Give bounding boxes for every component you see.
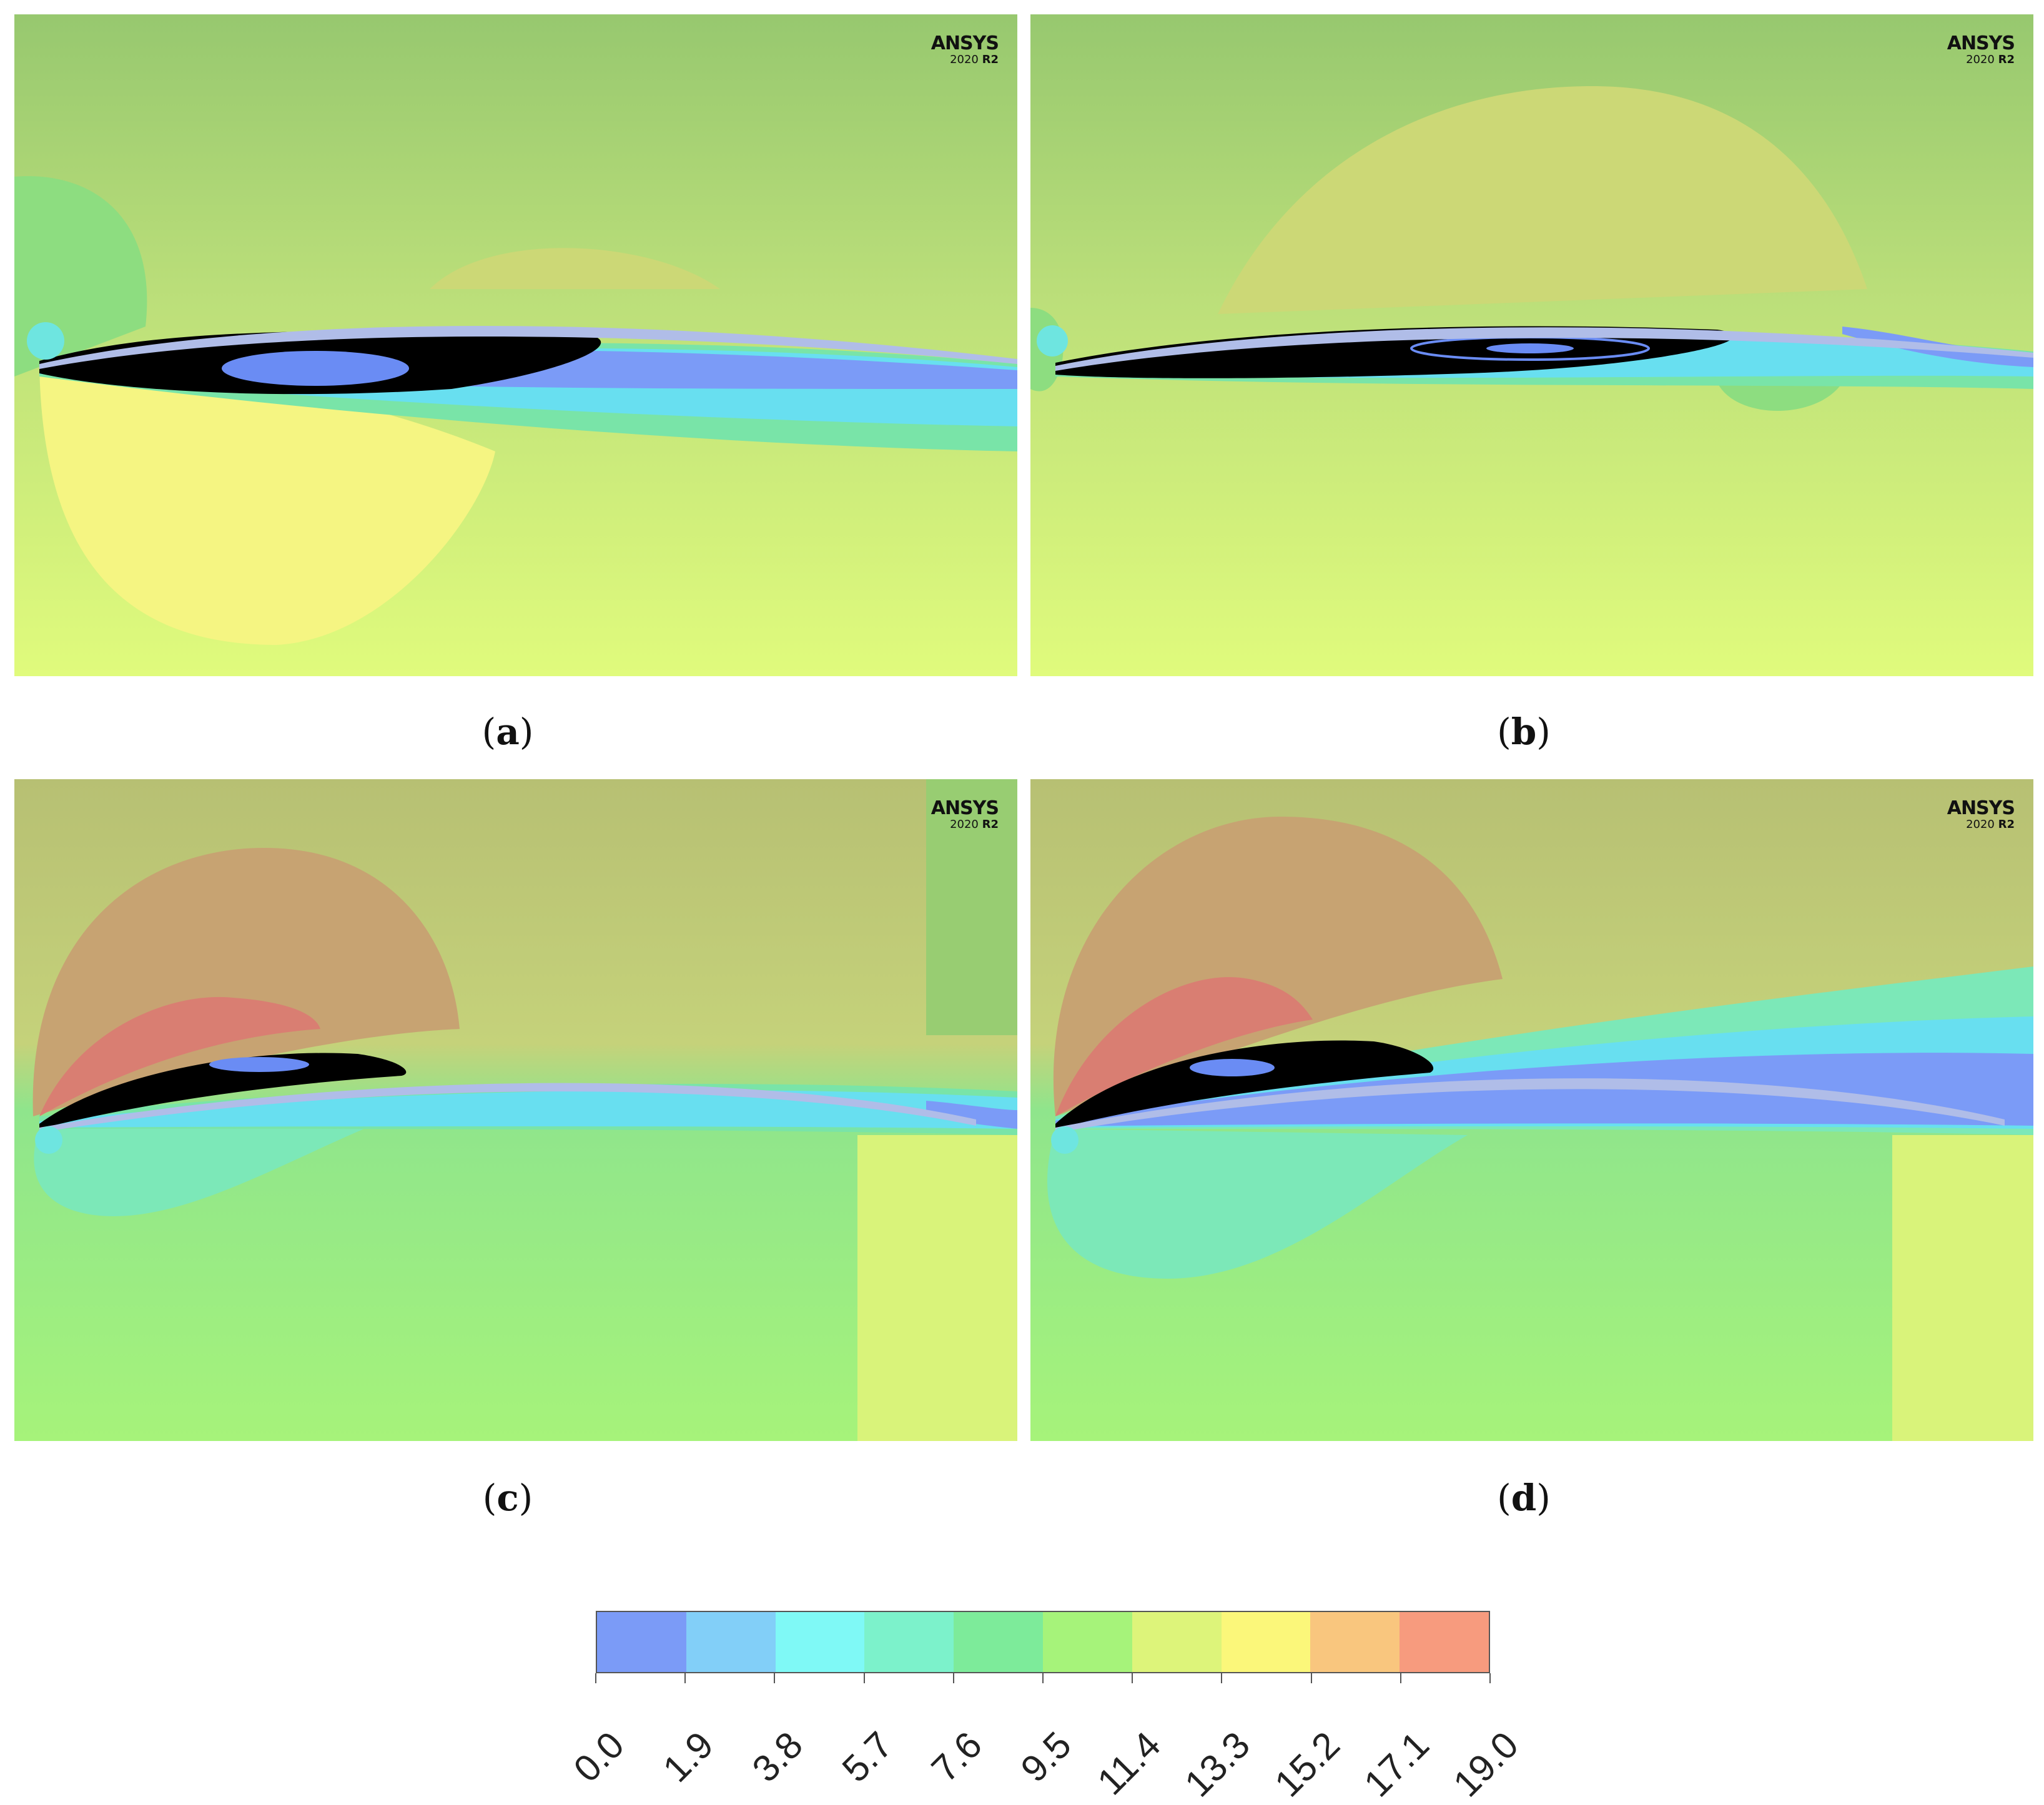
- watermark-version: 2020 R2: [1947, 54, 2015, 66]
- colorbar-tick-label: 19.0: [1445, 1723, 1527, 1805]
- colorbar-bin: [1042, 1612, 1132, 1672]
- watermark-version: 2020 R2: [931, 54, 999, 66]
- contour-panel-b: ANSYS 2020 R2: [1030, 14, 2033, 676]
- ansys-watermark: ANSYS 2020 R2: [931, 34, 999, 66]
- colorbar-bin: [864, 1612, 954, 1672]
- caption-b: (b): [1497, 711, 1551, 753]
- colorbar-tick-label: 13.3: [1177, 1723, 1258, 1805]
- watermark-release: R2: [982, 818, 999, 831]
- colorbar-bin: [775, 1612, 865, 1672]
- colorbar-bin: [954, 1612, 1043, 1672]
- watermark-version: 2020 R2: [931, 819, 999, 830]
- colorbar-tick-label: 1.9: [654, 1723, 722, 1791]
- colorbar-tick-label: 17.1: [1355, 1723, 1437, 1805]
- colorbar-tick-mark: [1132, 1673, 1133, 1683]
- caption-d: (d): [1497, 1477, 1551, 1519]
- colorbar-tick-mark: [595, 1673, 596, 1683]
- contour-plot-c: [14, 779, 1017, 1441]
- colorbar-bin: [686, 1612, 776, 1672]
- colorbar-tick-label: 11.4: [1089, 1723, 1169, 1803]
- ansys-watermark: ANSYS 2020 R2: [1947, 34, 2015, 66]
- watermark-year: 2020: [1966, 53, 1995, 66]
- colorbar-tick-label: 7.6: [923, 1723, 990, 1791]
- caption-letter: a: [496, 711, 520, 753]
- contour-plot-a: [14, 14, 1017, 676]
- contour-panel-a: ANSYS 2020 R2: [14, 14, 1017, 676]
- colorbar-tick-mark: [1310, 1673, 1312, 1683]
- watermark-release: R2: [982, 53, 999, 66]
- watermark-year: 2020: [950, 818, 979, 831]
- colorbar-tick-mark: [1221, 1673, 1223, 1683]
- colorbar-tick-mark: [684, 1673, 686, 1683]
- contour-plot-d: [1030, 779, 2033, 1441]
- ansys-watermark: ANSYS 2020 R2: [1947, 799, 2015, 830]
- watermark-release: R2: [1998, 818, 2015, 831]
- colorbar-bin: [1310, 1612, 1400, 1672]
- colorbar-tick-mark: [863, 1673, 865, 1683]
- colorbar-bin: [1400, 1612, 1489, 1672]
- colorbar-tick-mark: [1042, 1673, 1044, 1683]
- contour-panel-d: ANSYS 2020 R2: [1030, 779, 2033, 1441]
- watermark-version: 2020 R2: [1947, 819, 2015, 830]
- colorbar-tick-label: 15.2: [1266, 1723, 1348, 1805]
- colorbar-tick-label: 0.0: [565, 1723, 633, 1791]
- colorbar-bin: [597, 1612, 686, 1672]
- caption-letter: b: [1511, 711, 1537, 753]
- colorbar-bin: [1132, 1612, 1222, 1672]
- contour-panel-c: ANSYS 2020 R2: [14, 779, 1017, 1441]
- caption-a: (a): [481, 711, 534, 753]
- colorbar-tick-mark: [952, 1673, 954, 1683]
- watermark-release: R2: [1998, 53, 2015, 66]
- watermark-year: 2020: [950, 53, 979, 66]
- caption-letter: d: [1511, 1477, 1537, 1519]
- watermark-brand: ANSYS: [1947, 797, 2015, 819]
- colorbar-tick-mark: [1400, 1673, 1401, 1683]
- colorbar-bin: [1221, 1612, 1311, 1672]
- colorbar-tick-label: 3.8: [744, 1723, 811, 1791]
- caption-c: (c): [482, 1477, 533, 1519]
- colorbar-tick-mark: [1489, 1673, 1491, 1683]
- colorbar-tick-mark: [774, 1673, 776, 1683]
- colorbar-tick-label: 9.5: [1012, 1723, 1080, 1791]
- caption-letter: c: [496, 1477, 519, 1519]
- contour-plot-b: [1030, 14, 2033, 676]
- watermark-year: 2020: [1966, 818, 1995, 831]
- colorbar-legend: [596, 1611, 1490, 1673]
- watermark-brand: ANSYS: [931, 32, 999, 54]
- ansys-watermark: ANSYS 2020 R2: [931, 799, 999, 830]
- watermark-brand: ANSYS: [931, 797, 999, 819]
- colorbar-tick-label: 5.7: [834, 1723, 901, 1791]
- watermark-brand: ANSYS: [1947, 32, 2015, 54]
